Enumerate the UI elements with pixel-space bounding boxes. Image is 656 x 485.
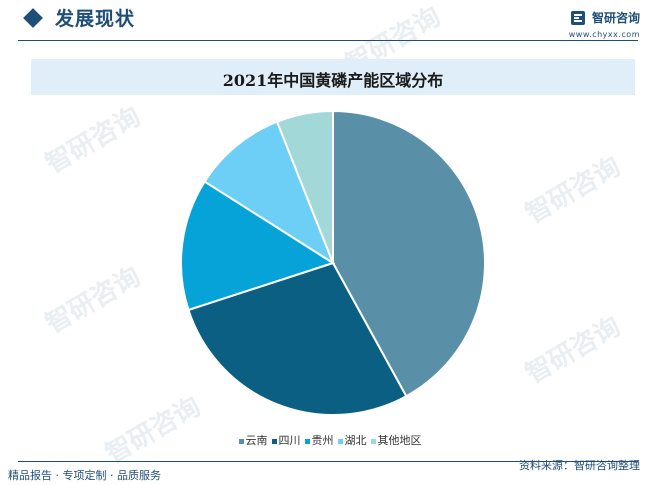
legend-label: 湖北 xyxy=(344,434,367,447)
pie-slice-贵州 xyxy=(179,180,336,312)
legend-item-贵州: 贵州 xyxy=(304,432,334,448)
legend-swatch xyxy=(271,438,277,444)
brand-name: 智研咨询 xyxy=(591,11,640,25)
pie-slice-云南 xyxy=(332,109,486,398)
pie-slice-湖北 xyxy=(203,120,336,266)
section-title: 发展现状 xyxy=(55,8,136,30)
brand-logo-icon xyxy=(570,10,585,25)
chart-title-band: 2021年中国黄磷产能区域分布 xyxy=(31,59,635,95)
legend-swatch xyxy=(304,438,310,444)
legend-label: 其他地区 xyxy=(377,434,422,447)
legend-item-湖北: 湖北 xyxy=(337,432,367,448)
legend-label: 贵州 xyxy=(311,434,334,447)
brand-url: www.chyxx.com xyxy=(568,30,640,39)
header: 发展现状 智研咨询 www.chyxx.com xyxy=(0,0,656,44)
pie-slice-四川 xyxy=(187,261,408,416)
legend-item-四川: 四川 xyxy=(271,432,301,448)
legend-swatch xyxy=(238,438,244,444)
brand: 智研咨询 xyxy=(540,7,640,26)
legend-item-云南: 云南 xyxy=(238,432,268,448)
pie-slice-其他地区 xyxy=(275,109,334,264)
footer-divider xyxy=(18,461,638,462)
header-divider xyxy=(18,40,638,41)
legend-label: 四川 xyxy=(278,434,301,447)
footer-tagline: 精品报告 · 专项定制 · 品质服务 xyxy=(8,469,161,482)
legend-label: 云南 xyxy=(245,434,268,447)
chart-legend: 云南 四川 贵州 湖北 其他地区 xyxy=(180,432,480,448)
legend-item-其他地区: 其他地区 xyxy=(370,432,422,448)
data-source: 资料来源：智研咨询整理 xyxy=(519,459,640,472)
legend-swatch xyxy=(370,438,376,444)
legend-swatch xyxy=(337,438,343,444)
chart-title: 2021年中国黄磷产能区域分布 xyxy=(222,71,444,90)
